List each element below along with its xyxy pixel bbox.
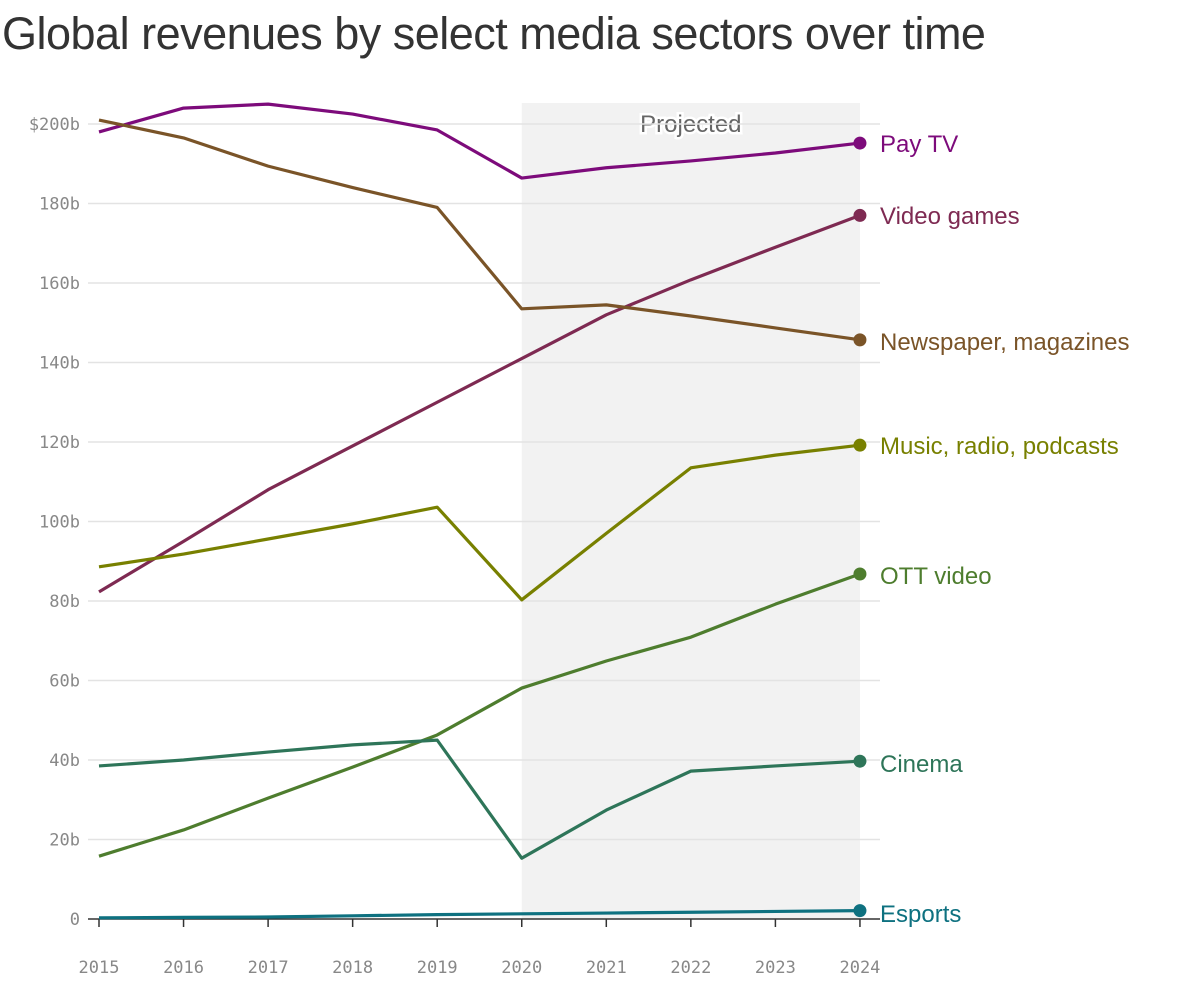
series-label-newspaper-magazines: Newspaper, magazines bbox=[880, 329, 1129, 356]
x-tick-label: 2021 bbox=[586, 958, 627, 978]
series-end-point-newspaper-magazines bbox=[853, 333, 867, 347]
x-tick-label: 2018 bbox=[332, 958, 373, 978]
x-axis-ticks: 2015 2016 2017 2018 2019 2020 2021 2022 2023 2024 bbox=[79, 919, 880, 978]
y-tick-label: 120b bbox=[39, 433, 80, 453]
y-tick-label: 60b bbox=[49, 672, 80, 692]
series-end-point-cinema bbox=[853, 754, 867, 768]
series-line-cinema bbox=[98, 738, 861, 860]
y-tick-label: 40b bbox=[49, 751, 80, 771]
x-tick-label: 2020 bbox=[501, 958, 542, 978]
series-lines bbox=[98, 102, 867, 920]
y-tick-label: 20b bbox=[49, 831, 80, 851]
x-tick-label: 2023 bbox=[755, 958, 796, 978]
series-end-point-pay-tv bbox=[853, 136, 867, 150]
y-tick-label: 140b bbox=[39, 354, 80, 374]
projected-region: Projected bbox=[521, 103, 860, 919]
y-tick-label: 80b bbox=[49, 592, 80, 612]
y-tick-label: 160b bbox=[39, 274, 80, 294]
y-tick-label: 100b bbox=[39, 513, 80, 533]
y-tick-label: 0 bbox=[70, 910, 80, 930]
series-label-pay-tv: Pay TV bbox=[880, 131, 958, 158]
series-line-music-radio-podcasts bbox=[98, 443, 861, 602]
series-line-esports bbox=[98, 909, 860, 920]
series-end-point-music-radio-podcasts bbox=[853, 438, 867, 452]
series-label-ott-video: OTT video bbox=[880, 563, 992, 590]
gridlines bbox=[88, 123, 880, 920]
series-label-cinema: Cinema bbox=[880, 751, 963, 778]
series-label-video-games: Video games bbox=[880, 203, 1020, 230]
series-end-point-ott-video bbox=[853, 567, 867, 581]
y-tick-label: $200b bbox=[29, 115, 80, 135]
series-end-point-esports bbox=[853, 904, 867, 918]
x-tick-label: 2019 bbox=[417, 958, 458, 978]
y-tick-label: 180b bbox=[39, 195, 80, 215]
x-tick-label: 2015 bbox=[79, 958, 120, 978]
chart-title: Global revenues by select media sectors … bbox=[2, 8, 986, 59]
x-tick-label: 2017 bbox=[248, 958, 289, 978]
series-label-music-radio-podcasts: Music, radio, podcasts bbox=[880, 433, 1119, 460]
x-tick-label: 2022 bbox=[670, 958, 711, 978]
series-labels: Pay TV Video games Newspaper, magazines Mus… bbox=[880, 131, 1129, 928]
series-line-pay-tv bbox=[98, 102, 861, 180]
series-label-esports: Esports bbox=[880, 901, 961, 928]
projected-shade bbox=[521, 103, 860, 919]
series-end-point-video-games bbox=[853, 208, 867, 222]
x-tick-label: 2024 bbox=[839, 958, 880, 978]
series-line-video-games bbox=[98, 213, 861, 594]
series-line-newspaper-magazines bbox=[98, 118, 861, 342]
x-tick-label: 2016 bbox=[163, 958, 204, 978]
y-axis-ticks: 0 20b 40b 60b 80b 100b 120b 140b 160b 180b $200b bbox=[29, 115, 80, 930]
series-line-ott-video bbox=[98, 572, 861, 858]
